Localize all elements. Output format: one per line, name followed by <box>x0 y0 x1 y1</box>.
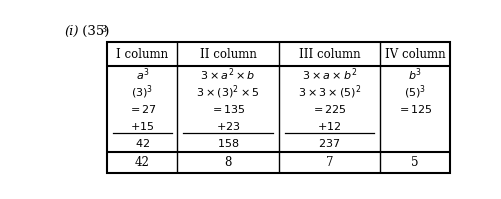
Text: $= 225$: $= 225$ <box>311 103 347 115</box>
Text: $3 \times a^2 \times b$: $3 \times a^2 \times b$ <box>200 66 255 83</box>
Text: I column: I column <box>116 48 168 61</box>
Text: $3 \times a \times b^2$: $3 \times a \times b^2$ <box>301 66 356 83</box>
Text: $158$: $158$ <box>216 137 239 149</box>
Text: 7: 7 <box>325 156 333 169</box>
Text: $+ 23$: $+ 23$ <box>215 120 240 132</box>
Text: $237$: $237$ <box>318 137 340 149</box>
Text: 42: 42 <box>135 156 150 169</box>
Text: 3: 3 <box>100 25 107 34</box>
Text: $3 \times (3)^2 \times 5$: $3 \times (3)^2 \times 5$ <box>196 83 259 100</box>
Text: (35): (35) <box>77 25 109 38</box>
Text: $= 125$: $= 125$ <box>396 103 432 115</box>
Text: $+ 15$: $+ 15$ <box>130 120 154 132</box>
Text: $(3)^3$: $(3)^3$ <box>131 83 153 100</box>
Text: $= 135$: $= 135$ <box>210 103 245 115</box>
Text: $+ 12$: $+ 12$ <box>317 120 341 132</box>
Text: II column: II column <box>199 48 256 61</box>
Text: $b^3$: $b^3$ <box>407 66 421 83</box>
Text: $= 27$: $= 27$ <box>128 103 156 115</box>
Text: IV column: IV column <box>384 48 444 61</box>
Text: 8: 8 <box>224 156 231 169</box>
Text: III column: III column <box>298 48 359 61</box>
Text: (i): (i) <box>65 25 79 38</box>
Text: 5: 5 <box>410 156 418 169</box>
Text: $a^3$: $a^3$ <box>135 66 149 83</box>
Text: $(5)^3$: $(5)^3$ <box>403 83 425 100</box>
Text: $42$: $42$ <box>135 137 150 149</box>
Text: $3 \times 3 \times (5)^2$: $3 \times 3 \times (5)^2$ <box>297 83 360 100</box>
